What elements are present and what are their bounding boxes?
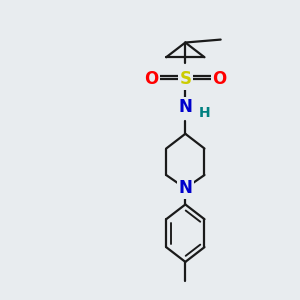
Text: O: O xyxy=(212,70,226,88)
Text: N: N xyxy=(178,98,192,116)
Text: H: H xyxy=(199,106,210,120)
Text: N: N xyxy=(178,179,192,197)
Text: S: S xyxy=(179,70,191,88)
Text: O: O xyxy=(144,70,159,88)
